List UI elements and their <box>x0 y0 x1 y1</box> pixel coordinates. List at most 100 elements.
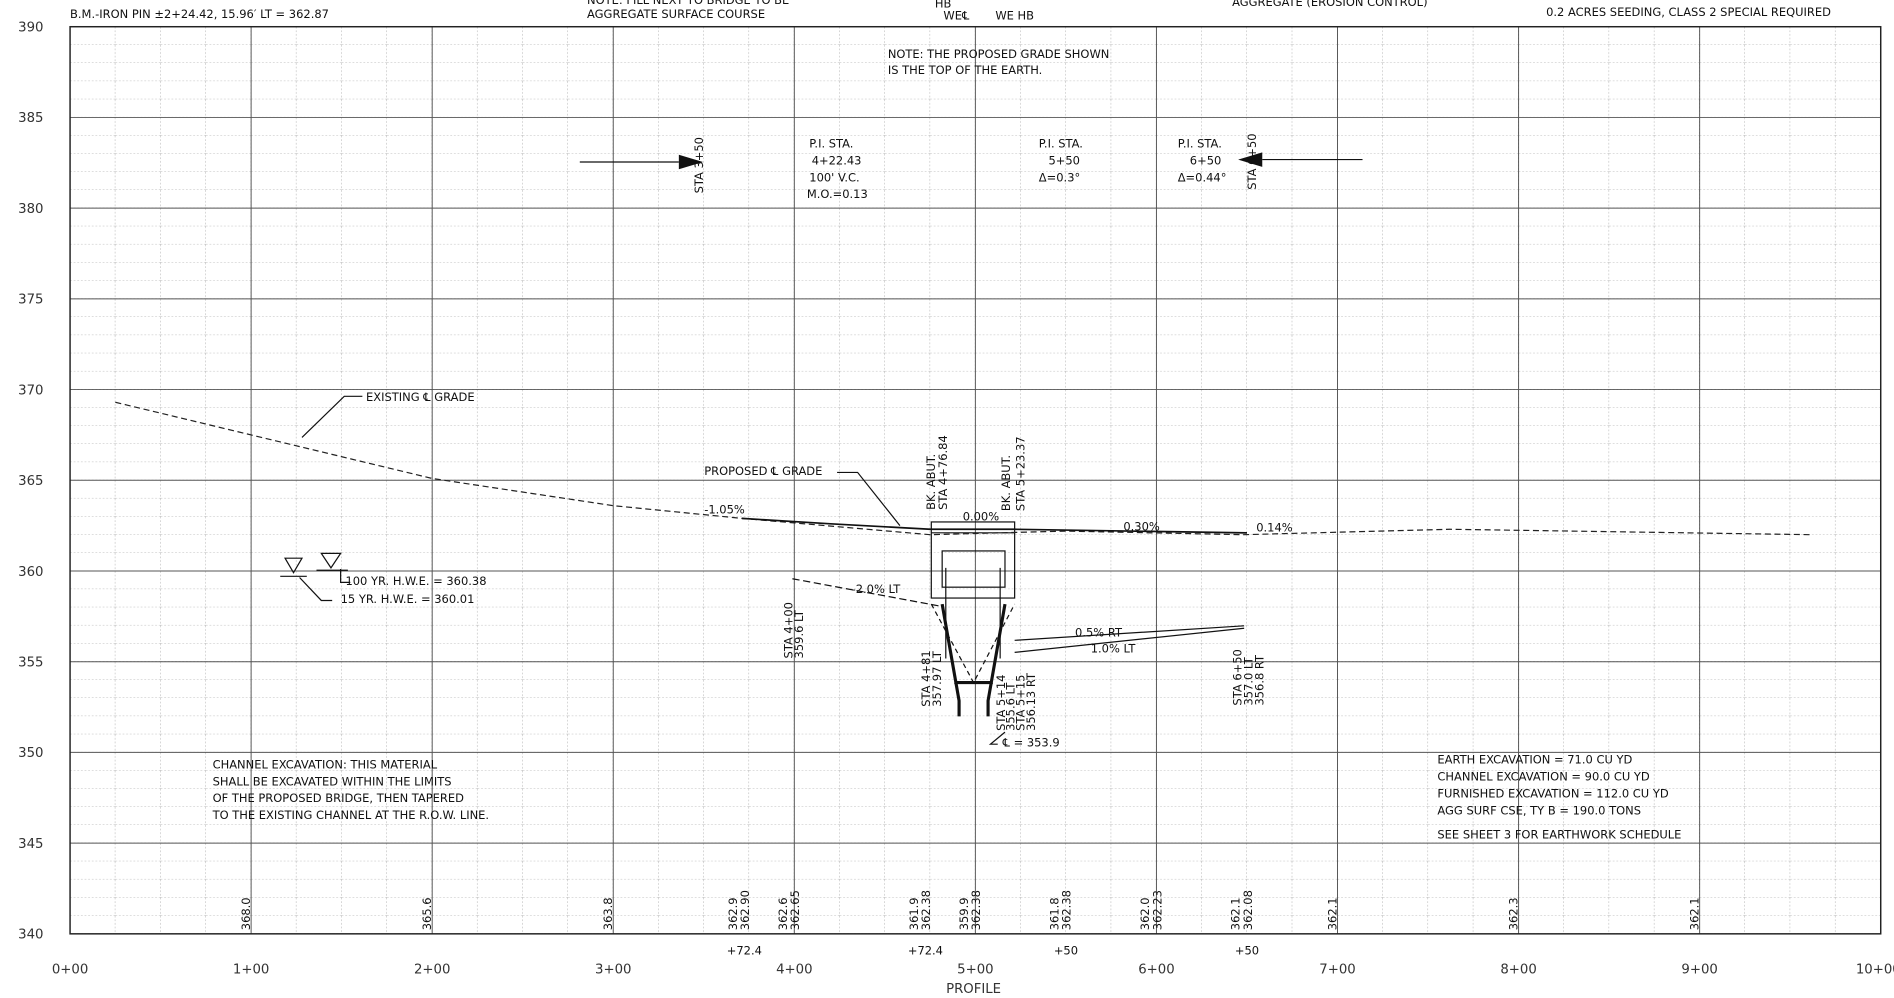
y-tick-label: 385 <box>18 111 43 126</box>
annotation: 4+22.43 <box>812 153 862 167</box>
y-tick-label: 350 <box>18 746 43 761</box>
annotation: 0.30% <box>1123 519 1160 533</box>
x-tick-label: 10+00 <box>1856 963 1894 978</box>
annotation: STA 4+76.84 <box>936 435 950 510</box>
annotation: NOTE: FILL NEXT TO BRIDGE TO BE <box>587 0 789 7</box>
annotation: Δ=0.44° <box>1178 170 1227 184</box>
annotation: ℄ = 353.9 <box>1002 736 1060 750</box>
station-label: +50 <box>1054 943 1078 957</box>
annotation: STA 3+50 <box>692 137 706 193</box>
x-tick-label: 4+00 <box>776 963 812 978</box>
annotation: TO THE EXISTING CHANNEL AT THE R.O.W. LI… <box>212 808 489 822</box>
annotation: AGGREGATE SURFACE COURSE <box>587 7 765 21</box>
y-tick-label: 360 <box>18 565 43 580</box>
annotation: -2.0% LT <box>852 582 902 596</box>
station-label: +50 <box>1235 943 1259 957</box>
annotation: 100 YR. H.W.E. = 360.38 <box>345 574 486 588</box>
annotation: B.M.-IRON PIN ±2+24.42, 15.96′ LT = 362.… <box>70 7 329 21</box>
water-markers <box>280 552 1006 745</box>
elevation-label: 362.6 <box>776 897 790 930</box>
annotation: PROPOSED ℄ GRADE <box>704 464 822 478</box>
annotation: 0.00% <box>963 510 1000 524</box>
annotation: STA 5+14 <box>994 675 1008 731</box>
annotation: STA 4+81 <box>919 650 933 706</box>
annotation: WE℄ <box>943 8 970 22</box>
grade-line <box>115 401 1812 536</box>
x-tick-label: 3+00 <box>595 963 631 978</box>
y-tick-label: 380 <box>18 202 43 217</box>
annotation: SHALL BE EXCAVATED WITHIN THE LIMITS <box>213 774 452 788</box>
elevation-label: 359.9 <box>957 897 971 930</box>
annotation: 359.6 LT <box>792 609 806 658</box>
annotation: 0.2 ACRES SEEDING, CLASS 2 SPECIAL REQUI… <box>1546 5 1831 19</box>
frame <box>69 25 1882 935</box>
annotation: STA 5+15 <box>1013 675 1027 731</box>
y-tick-label: 340 <box>18 928 43 943</box>
annotation: 356.8 RT <box>1252 654 1266 706</box>
x-tick-label: 2+00 <box>414 963 450 978</box>
annotation: IS THE TOP OF THE EARTH. <box>888 63 1043 77</box>
elevation-label: 362.38 <box>1060 890 1074 930</box>
annotation: CHANNEL EXCAVATION = 90.0 CU YD <box>1437 769 1650 783</box>
x-tick-label: 5+00 <box>957 963 993 978</box>
annotation: EARTH EXCAVATION = 71.0 CU YD <box>1437 753 1632 767</box>
annotation: P.I. STA. <box>809 136 853 150</box>
annotations: B.M.-IRON PIN ±2+24.42, 15.96′ LT = 362.… <box>70 0 1831 841</box>
annotation: 0.14% <box>1256 521 1293 535</box>
annotation: NOTE: THE PROPOSED GRADE SHOWN <box>888 47 1110 61</box>
elevation-label: 363.8 <box>601 897 615 930</box>
bridge <box>930 521 1016 717</box>
y-tick-label: 370 <box>18 383 43 398</box>
annotation: STA 6+50 <box>1231 649 1245 705</box>
elevation-label: 362.08 <box>1241 890 1255 930</box>
elevation-label: 362.1 <box>1325 897 1339 930</box>
y-tick-label: 375 <box>18 293 43 308</box>
annotation: EXISTING ℄ GRADE <box>366 390 475 404</box>
annotation: CHANNEL EXCAVATION: THIS MATERIAL <box>213 757 438 771</box>
annotation: -1.05% <box>704 502 745 516</box>
station-label: +72.4 <box>908 943 943 957</box>
annotation: 357.97 LT <box>930 650 944 707</box>
elevation-label: 362.23 <box>1150 890 1164 930</box>
elevation-label: 362.3 <box>1506 897 1520 930</box>
annotation: P.I. STA. <box>1178 136 1222 150</box>
x-tick-label: 7+00 <box>1319 963 1355 978</box>
plot <box>115 401 1812 536</box>
annotation: 355.6 LT <box>1004 682 1018 731</box>
annotation: 357.0 LT <box>1242 656 1256 705</box>
annotation: OF THE PROPOSED BRIDGE, THEN TAPERED <box>213 791 465 805</box>
y-tick-label: 355 <box>18 656 43 671</box>
annotation: SEE SHEET 3 FOR EARTHWORK SCHEDULE <box>1437 827 1681 841</box>
x-tick-label: 1+00 <box>233 963 269 978</box>
annotation: 1.0% LT <box>1091 641 1137 655</box>
annotation: BK. ABUT. <box>924 454 938 510</box>
x-tick-label: 9+00 <box>1681 963 1717 978</box>
elevation-label: 362.1 <box>1687 897 1701 930</box>
slope-lines <box>301 152 1363 654</box>
annotation: STA 6+50 <box>1245 133 1259 189</box>
annotation: HB <box>935 0 952 10</box>
y-tick-label: 390 <box>18 21 43 36</box>
elevation-label: 362.38 <box>919 890 933 930</box>
elevation-label: 362.1 <box>1229 897 1243 930</box>
x-tick-label: 0+00 <box>52 963 88 978</box>
elevation-label: 361.9 <box>907 897 921 930</box>
annotation: P.I. STA. <box>1039 136 1083 150</box>
elevation-label: 362.90 <box>738 890 752 930</box>
x-tick-label: 6+00 <box>1138 963 1174 978</box>
annotation: STA 5+23.37 <box>1013 436 1027 511</box>
annotation: WE HB <box>995 8 1034 22</box>
annotation: STA 4+00 <box>781 602 795 658</box>
annotation: 6+50 <box>1190 153 1222 167</box>
annotation: AGG SURF CSE, TY B = 190.0 TONS <box>1437 803 1641 817</box>
annotation: 356.13 RT <box>1024 672 1038 731</box>
y-tick-label: 345 <box>18 837 43 852</box>
elevation-label: 362.9 <box>726 897 740 930</box>
annotation: 5+50 <box>1048 153 1080 167</box>
annotation: M.O.=0.13 <box>807 187 868 201</box>
elevation-label: 362.38 <box>969 890 983 930</box>
annotation: 0.5% RT <box>1075 626 1123 640</box>
elevation-label: 368.0 <box>239 897 253 930</box>
grade-line <box>741 517 1247 534</box>
